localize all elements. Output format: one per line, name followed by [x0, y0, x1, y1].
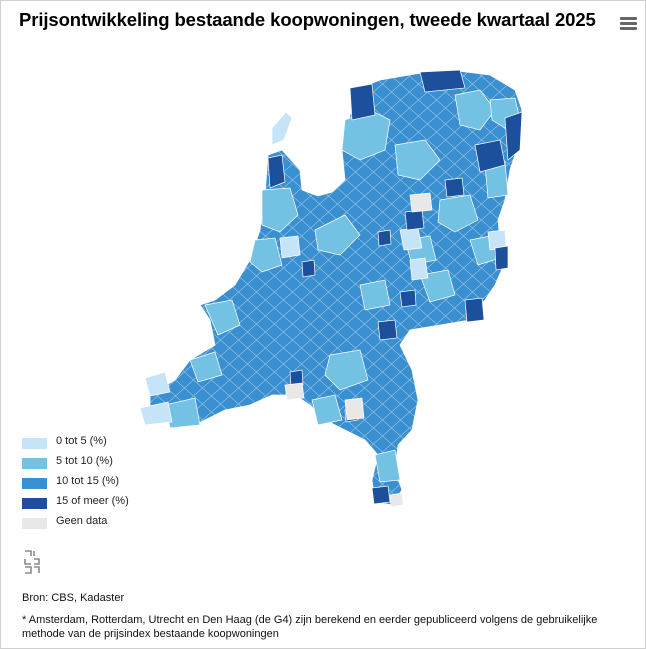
map-region-class-5-10[interactable]	[359, 279, 391, 311]
legend-item-0-5[interactable]: 0 tot 5 (%)	[22, 434, 202, 454]
chart-title: Prijsontwikkeling bestaande koopwoningen…	[19, 9, 596, 30]
legend-item-15-plus[interactable]: 15 of meer (%)	[22, 494, 202, 514]
legend-label: 5 tot 10 (%)	[56, 455, 113, 467]
map-region-no-data[interactable]	[344, 397, 365, 421]
map-region-mainland[interactable]	[149, 69, 523, 506]
map-region-class-0-5[interactable]	[279, 235, 301, 259]
map-region-class-5-10[interactable]	[311, 394, 343, 426]
legend-label: 10 tot 15 (%)	[56, 475, 119, 487]
legend-item-10-15[interactable]: 10 tot 15 (%)	[22, 474, 202, 494]
map-region-class-15-plus[interactable]	[504, 111, 523, 161]
map-region-class-15-plus[interactable]	[419, 69, 466, 93]
map-region-class-5-10[interactable]	[204, 299, 241, 336]
map-region-class-15-plus[interactable]	[404, 209, 425, 231]
map-region-class-15-plus[interactable]	[464, 297, 485, 323]
map-region-class-0-5[interactable]	[139, 401, 173, 426]
map-region-class-15-plus[interactable]	[349, 83, 376, 121]
hamburger-menu-icon[interactable]	[620, 17, 637, 31]
legend-label: 15 of meer (%)	[56, 495, 129, 507]
map-region-class-5-10[interactable]	[324, 349, 369, 391]
map-region-class-0-5[interactable]	[409, 257, 429, 281]
map-region-class-15-plus[interactable]	[377, 319, 398, 341]
legend-swatch	[22, 438, 47, 449]
map-region-class-15-plus[interactable]	[301, 259, 316, 278]
legend: 0 tot 5 (%) 5 tot 10 (%) 10 tot 15 (%) 1…	[22, 434, 202, 534]
legend-item-no-data[interactable]: Geen data	[22, 514, 202, 534]
map-region-class-15-plus[interactable]	[474, 139, 506, 173]
legend-swatch	[22, 458, 47, 469]
map-region-class-5-10[interactable]	[454, 89, 496, 131]
map-region-class-15-plus[interactable]	[377, 229, 392, 247]
legend-label: Geen data	[56, 515, 108, 527]
map-region-class-5-10[interactable]	[249, 237, 283, 273]
footnote-text: * Amsterdam, Rotterdam, Utrecht en Den H…	[22, 614, 598, 640]
map-region-class-5-10[interactable]	[189, 351, 223, 383]
map-region-class-15-plus[interactable]	[289, 369, 304, 388]
map-region-class-15-plus[interactable]	[444, 177, 465, 198]
map-region-no-data[interactable]	[409, 192, 433, 213]
map-region-class-5-10[interactable]	[314, 214, 361, 256]
map-region-class-15-plus[interactable]	[399, 289, 417, 308]
map-region-class-15-plus[interactable]	[494, 245, 509, 271]
map-region-class-0-5[interactable]	[271, 111, 293, 146]
legend-swatch	[22, 498, 47, 509]
map-region-class-5-10[interactable]	[261, 187, 299, 233]
map-region-class-5-10[interactable]	[394, 139, 441, 181]
cbs-logo-icon	[24, 550, 40, 574]
map-region-class-0-5[interactable]	[144, 371, 171, 397]
map-region-class-5-10[interactable]	[419, 269, 456, 303]
legend-swatch	[22, 478, 47, 489]
map-region-class-15-plus[interactable]	[371, 485, 391, 505]
map-region-class-5-10[interactable]	[437, 194, 479, 233]
map-region-no-data[interactable]	[389, 492, 404, 508]
legend-swatch	[22, 518, 47, 529]
map-region-class-15-plus[interactable]	[267, 154, 286, 189]
map-region-class-0-5[interactable]	[399, 227, 423, 251]
map-region-no-data[interactable]	[284, 382, 305, 401]
legend-item-5-10[interactable]: 5 tot 10 (%)	[22, 454, 202, 474]
legend-label: 0 tot 5 (%)	[56, 435, 107, 447]
map-region-class-5-10[interactable]	[374, 449, 401, 483]
source-text: Bron: CBS, Kadaster	[22, 592, 125, 604]
